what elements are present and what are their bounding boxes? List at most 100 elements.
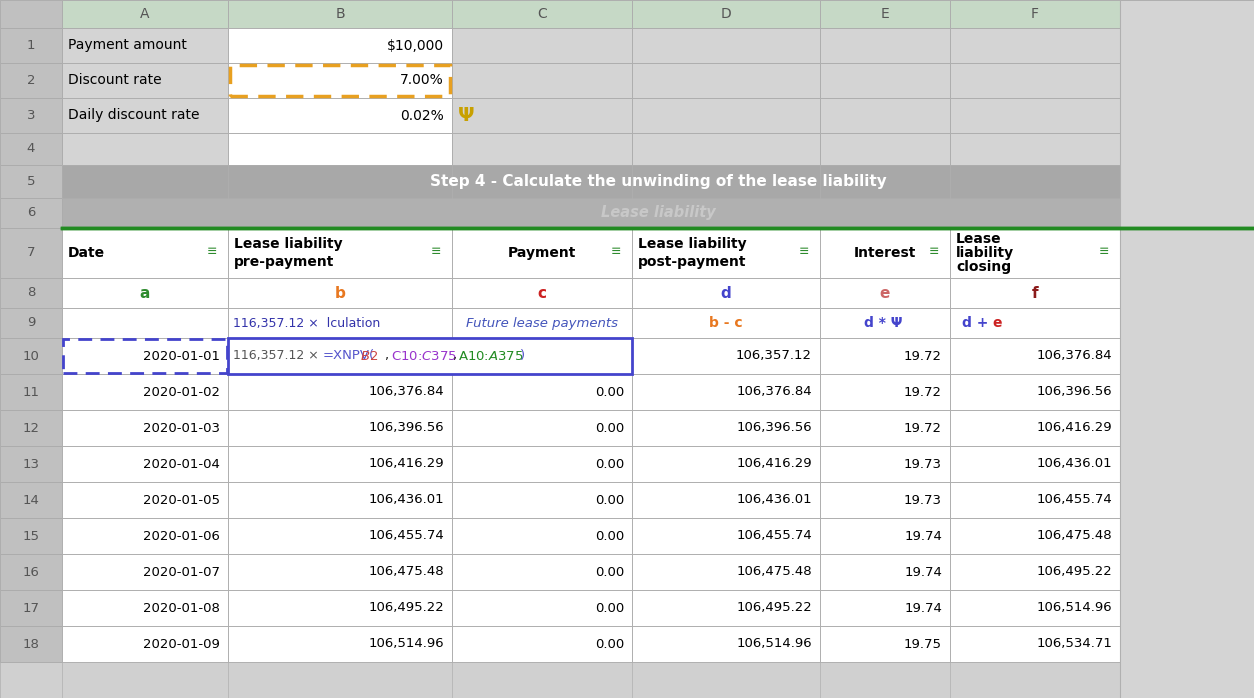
- Text: C: C: [537, 7, 547, 21]
- Text: =XNPV(: =XNPV(: [324, 350, 375, 362]
- Bar: [0, 98, 61, 133]
- Bar: [951, 554, 1120, 590]
- Bar: [0, 0, 61, 28]
- Text: 0.00: 0.00: [594, 637, 624, 651]
- Bar: [1120, 0, 1254, 698]
- Text: 2020-01-04: 2020-01-04: [143, 457, 219, 470]
- Bar: [228, 28, 451, 63]
- Bar: [820, 98, 951, 133]
- Bar: [228, 338, 451, 374]
- Bar: [951, 308, 1120, 338]
- Bar: [63, 339, 227, 373]
- Text: e: e: [992, 316, 1002, 330]
- Bar: [451, 308, 632, 338]
- Text: 0.00: 0.00: [594, 602, 624, 614]
- Text: 106,416.29: 106,416.29: [369, 457, 444, 470]
- Bar: [820, 338, 951, 374]
- Text: 106,376.84: 106,376.84: [1036, 350, 1112, 362]
- Text: 106,376.84: 106,376.84: [736, 385, 813, 399]
- Bar: [0, 228, 61, 278]
- Text: 2020-01-05: 2020-01-05: [143, 493, 219, 507]
- Text: ,: ,: [453, 350, 456, 362]
- Bar: [228, 308, 451, 338]
- Text: Ψ: Ψ: [458, 106, 474, 125]
- Bar: [820, 228, 951, 278]
- Bar: [228, 228, 451, 278]
- Text: A10:$A$375: A10:$A$375: [458, 350, 524, 362]
- Bar: [951, 590, 1120, 626]
- Text: 2020-01-09: 2020-01-09: [143, 637, 219, 651]
- Text: Step 4 - Calculate the unwinding of the lease liability: Step 4 - Calculate the unwinding of the …: [430, 174, 887, 189]
- Text: Daily discount rate: Daily discount rate: [68, 108, 199, 123]
- Text: post-payment: post-payment: [638, 255, 746, 269]
- Bar: [951, 0, 1120, 28]
- Text: 106,416.29: 106,416.29: [1036, 422, 1112, 434]
- Bar: [632, 63, 820, 98]
- Bar: [951, 518, 1120, 554]
- Text: 106,475.48: 106,475.48: [736, 565, 813, 579]
- Text: 19.72: 19.72: [904, 422, 942, 434]
- Text: 106,436.01: 106,436.01: [369, 493, 444, 507]
- Bar: [632, 410, 820, 446]
- Bar: [451, 133, 632, 165]
- Bar: [228, 518, 451, 554]
- Text: 18: 18: [23, 637, 39, 651]
- Text: ,: ,: [385, 350, 389, 362]
- Text: 2020-01-03: 2020-01-03: [143, 422, 219, 434]
- Text: 19.73: 19.73: [904, 493, 942, 507]
- Bar: [820, 28, 951, 63]
- Bar: [632, 446, 820, 482]
- Bar: [451, 63, 632, 98]
- Text: 7: 7: [26, 246, 35, 260]
- Bar: [451, 28, 632, 63]
- Text: 106,475.48: 106,475.48: [369, 565, 444, 579]
- Bar: [632, 28, 820, 63]
- Text: 11: 11: [23, 385, 39, 399]
- Bar: [951, 626, 1120, 662]
- Bar: [820, 482, 951, 518]
- Bar: [61, 482, 228, 518]
- Text: 16: 16: [23, 565, 39, 579]
- Bar: [451, 374, 632, 410]
- Bar: [228, 0, 451, 28]
- Text: 19.72: 19.72: [904, 350, 942, 362]
- Bar: [951, 28, 1120, 63]
- Bar: [451, 338, 632, 374]
- Text: 0.00: 0.00: [594, 385, 624, 399]
- Text: ≡: ≡: [1099, 244, 1110, 258]
- Text: 14: 14: [23, 493, 39, 507]
- Bar: [61, 626, 228, 662]
- Text: 3: 3: [26, 109, 35, 122]
- Text: 116,357.12 ×: 116,357.12 ×: [233, 350, 319, 362]
- Bar: [61, 278, 228, 308]
- Bar: [61, 165, 1254, 198]
- Bar: [0, 63, 61, 98]
- Bar: [228, 554, 451, 590]
- Bar: [632, 278, 820, 308]
- Text: Interest: Interest: [854, 246, 917, 260]
- Text: d * Ψ: d * Ψ: [864, 316, 902, 330]
- Bar: [0, 338, 61, 374]
- Text: 106,376.84: 106,376.84: [369, 385, 444, 399]
- Text: Discount rate: Discount rate: [68, 73, 162, 87]
- Text: 17: 17: [23, 602, 39, 614]
- Text: 106,495.22: 106,495.22: [369, 602, 444, 614]
- Text: Lease liability: Lease liability: [638, 237, 746, 251]
- Text: 8: 8: [26, 286, 35, 299]
- Text: 0.00: 0.00: [594, 530, 624, 542]
- Text: 106,514.96: 106,514.96: [736, 637, 813, 651]
- Bar: [1120, 98, 1254, 133]
- Text: a: a: [139, 285, 150, 301]
- Bar: [0, 165, 61, 198]
- Bar: [451, 482, 632, 518]
- Bar: [632, 308, 820, 338]
- Bar: [61, 338, 228, 374]
- Bar: [0, 590, 61, 626]
- Text: 106,357.12: 106,357.12: [736, 350, 813, 362]
- Text: Payment amount: Payment amount: [68, 38, 187, 52]
- Text: b: b: [335, 285, 345, 301]
- Bar: [632, 590, 820, 626]
- Bar: [820, 446, 951, 482]
- Bar: [451, 626, 632, 662]
- Bar: [0, 626, 61, 662]
